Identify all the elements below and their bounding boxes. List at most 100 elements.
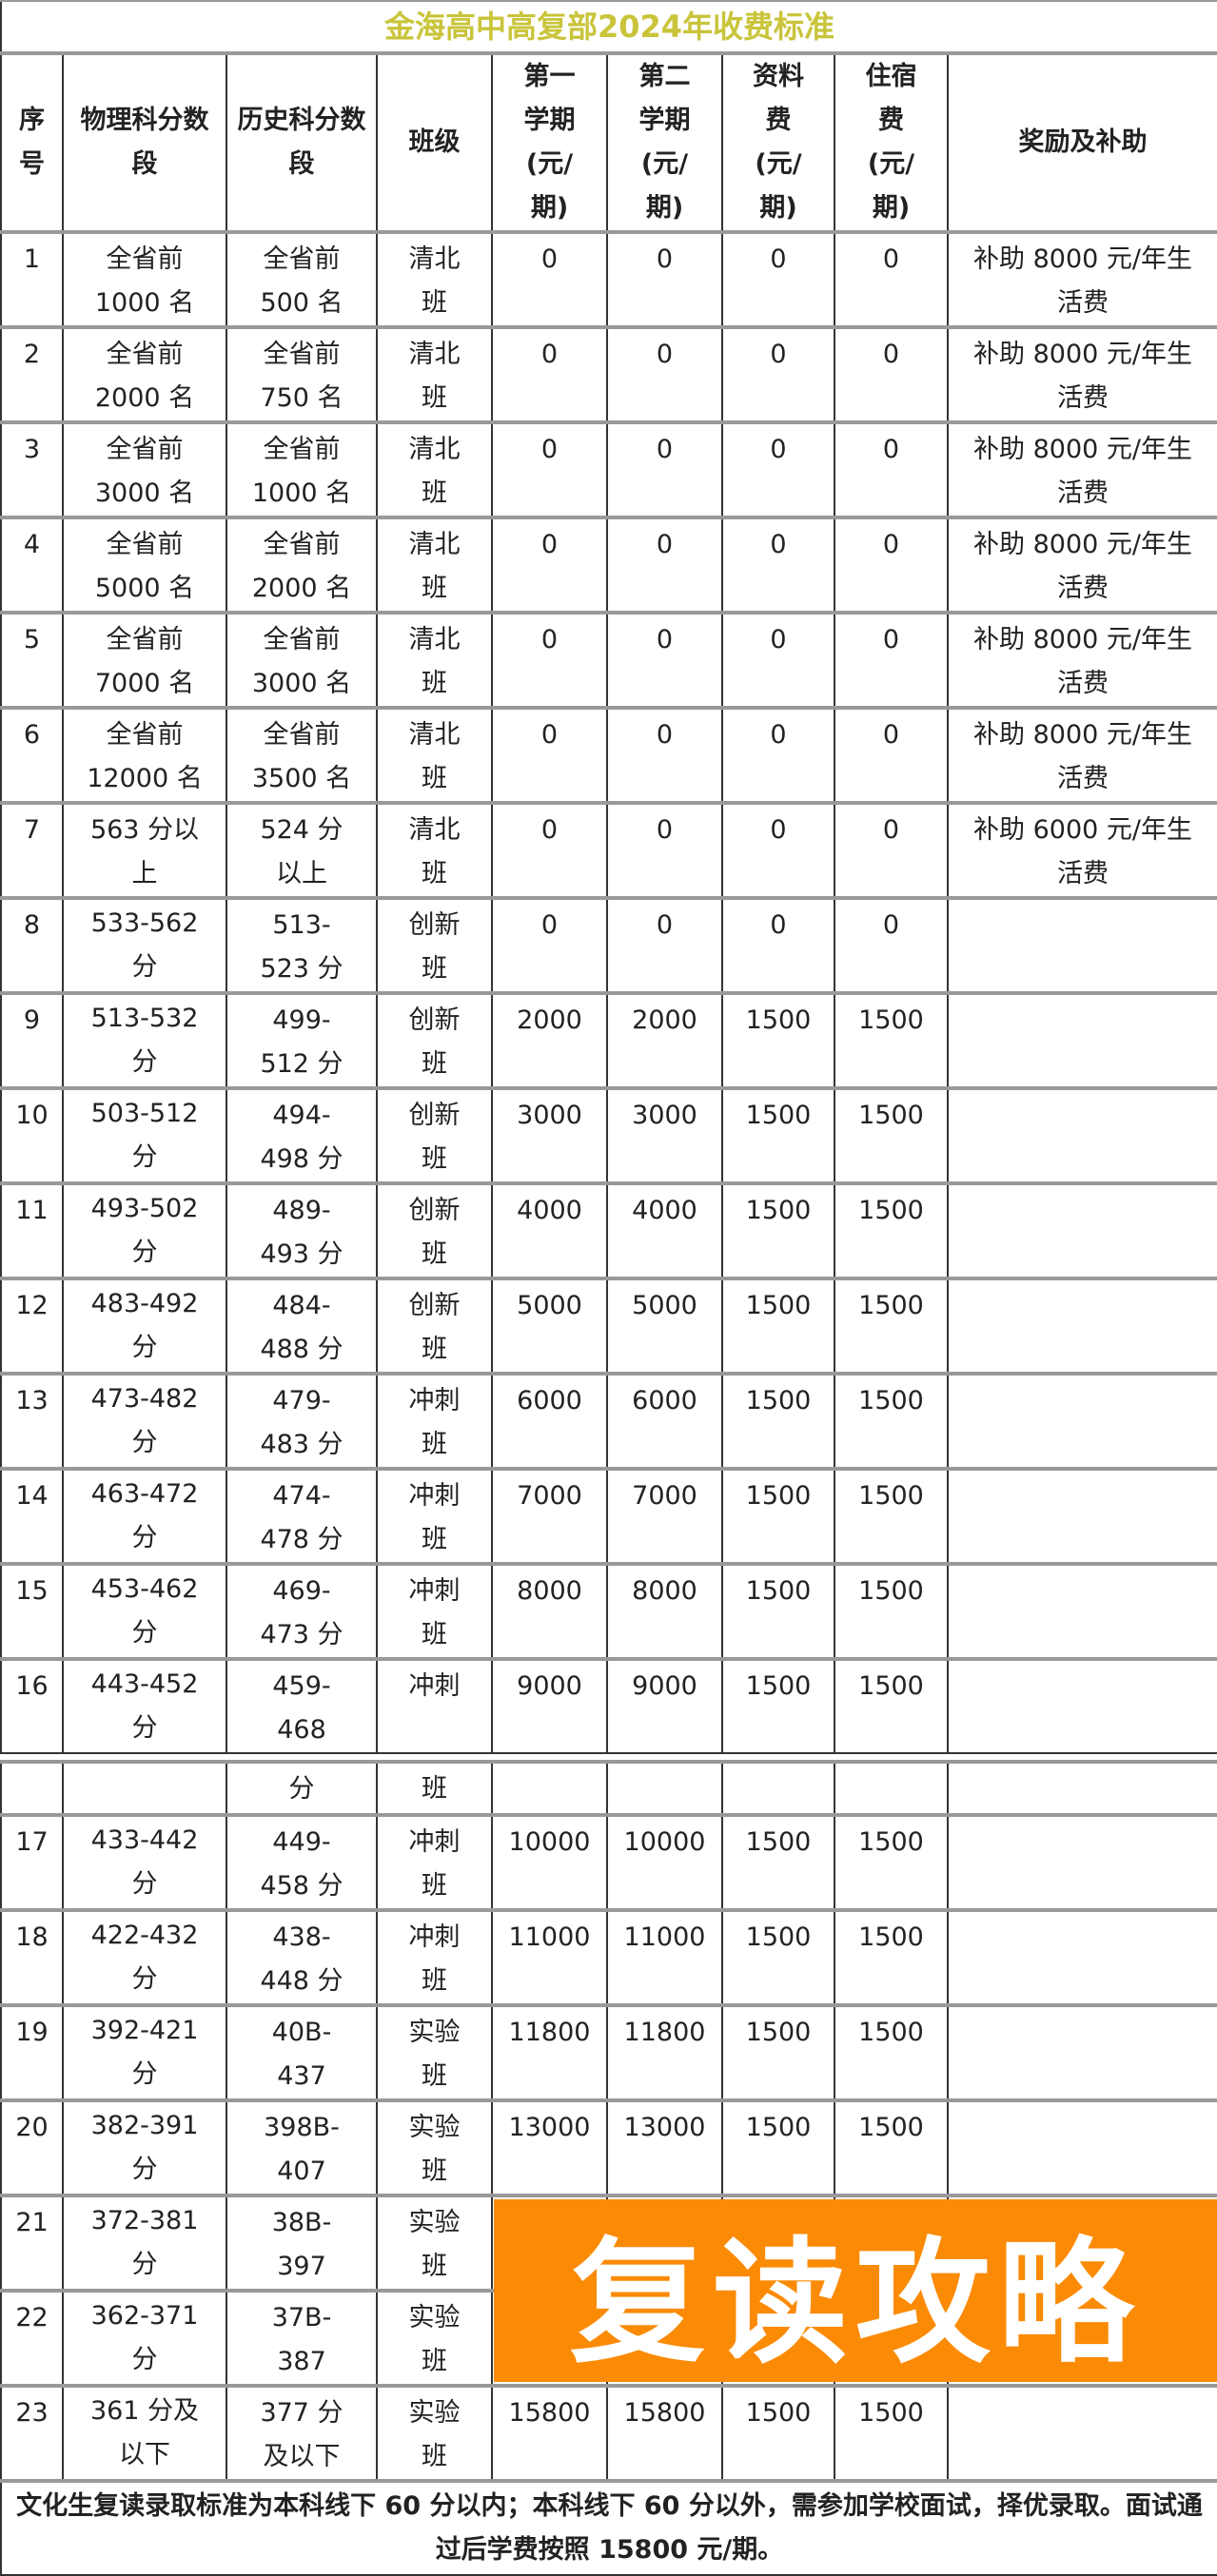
cell-material-fee: 0 xyxy=(721,420,835,518)
cell-material-fee: 0 xyxy=(721,896,835,994)
table-row: 6 全省前 12000 名全省前 3500 名清北班 0 0 0 0 补助 8000 元/年… xyxy=(0,706,1217,804)
cell-lodging-fee: 1500 xyxy=(834,1086,949,1184)
cell-seq xyxy=(0,1760,64,1816)
cell-class: 创新班 xyxy=(376,896,493,994)
cell-physics-score: 全省前 5000 名 xyxy=(62,516,227,614)
cell-seq: 9 xyxy=(0,991,64,1089)
cell-seq: 16 xyxy=(0,1657,64,1754)
cell-material-fee: 0 xyxy=(721,801,835,899)
cell-history-score: 524 分以上 xyxy=(226,801,378,899)
cell-physics-score: 全省前 2000 名 xyxy=(62,325,227,423)
cell-term1-fee: 6000 xyxy=(491,1372,608,1470)
table-row: 19 392-421分 40B-437 实验班 11800 11800 1500 1500 xyxy=(0,2003,1217,2101)
cell-lodging-fee: 1500 xyxy=(834,2003,949,2101)
cell-physics-score: 372-381分 xyxy=(62,2194,227,2292)
cell-term1-fee: 10000 xyxy=(491,1813,608,1911)
cell-award xyxy=(946,1657,1217,1754)
cell-physics-score: 全省前 1000 名 xyxy=(62,230,227,328)
cell-seq: 2 xyxy=(0,325,64,423)
cell-term2-fee: 0 xyxy=(606,325,723,423)
cell-material-fee: 1500 xyxy=(721,1277,835,1375)
table-row: 9 513-532分 499-512 分创新班 2000 2000 1500 1500 xyxy=(0,991,1217,1089)
cell-lodging-fee: 1500 xyxy=(834,1813,949,1911)
cell-lodging-fee: 0 xyxy=(834,801,949,899)
cell-lodging-fee: 1500 xyxy=(834,1657,949,1754)
cell-term1-fee: 2000 xyxy=(491,991,608,1089)
cell-award xyxy=(946,1086,1217,1184)
cell-seq: 4 xyxy=(0,516,64,614)
fee-table-part1: 金海高中高复部2024年收费标准 序号 物理科分数段 历史科分数段 班级 第一学期(元/… xyxy=(0,0,1217,1754)
cell-lodging-fee: 1500 xyxy=(834,1467,949,1565)
cell-class: 冲刺班 xyxy=(376,1467,493,1565)
cell-award xyxy=(946,1467,1217,1565)
cell-history-score: 全省前 500 名 xyxy=(226,230,378,328)
cell-term1-fee: 5000 xyxy=(491,1277,608,1375)
cell-seq: 13 xyxy=(0,1372,64,1470)
cell-material-fee: 1500 xyxy=(721,2098,835,2196)
cell-class: 清北班 xyxy=(376,611,493,709)
cell-seq: 8 xyxy=(0,896,64,994)
cell-history-score: 438-448 分 xyxy=(226,1908,378,2006)
cell-class: 实验班 xyxy=(376,2003,493,2101)
cell-class: 清北班 xyxy=(376,420,493,518)
cell-award xyxy=(947,2384,1217,2482)
cell-class: 清北班 xyxy=(376,706,493,804)
cell-term2-fee: 0 xyxy=(606,516,723,614)
cell-physics-score: 392-421分 xyxy=(62,2003,227,2101)
cell-lodging-fee: 0 xyxy=(834,230,949,328)
cell-award xyxy=(946,1562,1217,1660)
cell-lodging-fee: 1500 xyxy=(834,1372,949,1470)
cell-award: 补助 6000 元/年生活费 xyxy=(946,801,1217,899)
cell-seq: 10 xyxy=(0,1086,64,1184)
cell-material-fee: 1500 xyxy=(721,991,835,1089)
cell-term1-fee: 0 xyxy=(491,611,608,709)
cell-term2-fee: 0 xyxy=(606,230,723,328)
cell-class: 创新班 xyxy=(376,1277,493,1375)
cell-seq: 7 xyxy=(0,801,64,899)
cell-seq: 18 xyxy=(0,1908,64,2006)
cell-class: 清北班 xyxy=(376,230,493,328)
cell-history-score: 全省前 750 名 xyxy=(226,325,378,423)
cell-history-score: 449-458 分 xyxy=(226,1813,378,1911)
cell-award: 补助 8000 元/年生活费 xyxy=(946,706,1217,804)
cell-material-fee: 0 xyxy=(721,230,835,328)
cell-award xyxy=(946,896,1217,994)
cell-seq: 5 xyxy=(0,611,64,709)
table-row: 3 全省前 3000 名全省前 1000 名清北班 0 0 0 0 补助 8000 元/年生… xyxy=(0,420,1217,518)
table-row: 10 503-512分 494-498 分创新班 3000 3000 1500 1500 xyxy=(0,1086,1217,1184)
cell-physics-score: 443-452分 xyxy=(62,1657,227,1754)
cell-physics-score: 473-482分 xyxy=(62,1372,227,1470)
table-row: 18 422-432分 438-448 分冲刺班 11000 11000 1500 1500 xyxy=(0,1908,1217,2006)
cell-term1-fee: 11000 xyxy=(491,1908,608,2006)
cell-term2-fee: 9000 xyxy=(606,1657,723,1754)
cell-physics-score: 全省前 3000 名 xyxy=(62,420,227,518)
cell-history-score: 469-473 分 xyxy=(226,1562,378,1660)
cell-class: 创新班 xyxy=(376,1181,493,1279)
cell-class: 清北班 xyxy=(376,325,493,423)
table-row: 分班 xyxy=(0,1760,1217,1816)
cell-lodging-fee: 0 xyxy=(834,325,949,423)
cell-lodging-fee: 1500 xyxy=(834,1562,949,1660)
table-row: 15 453-462分 469-473 分冲刺班 8000 8000 1500 1500 xyxy=(0,1562,1217,1660)
cell-term2-fee: 0 xyxy=(606,611,723,709)
cell-term1-fee: 0 xyxy=(491,896,608,994)
cell-history-score: 全省前 2000 名 xyxy=(226,516,378,614)
cell-history-score: 479-483 分 xyxy=(226,1372,378,1470)
cell-term2-fee: 3000 xyxy=(606,1086,723,1184)
header-term1-fee: 第一学期(元/期) xyxy=(491,51,608,233)
cell-history-score: 37B-387 xyxy=(226,2289,378,2387)
cell-history-score: 459-468 xyxy=(226,1657,378,1754)
cell-history-score: 499-512 分 xyxy=(226,991,378,1089)
cell-class: 冲刺班 xyxy=(376,1562,493,1660)
header-physics-score: 物理科分数段 xyxy=(62,51,227,233)
cell-history-score: 513-523 分 xyxy=(226,896,378,994)
table-row: 12 483-492分 484-488 分创新班 5000 5000 1500 1500 xyxy=(0,1277,1217,1375)
cell-seq: 19 xyxy=(0,2003,64,2101)
fee-table-part2: 分班 17 433-442分 449-458 分冲刺班 10000 10000 1500 15… xyxy=(0,1760,1217,2576)
cell-award xyxy=(947,1813,1217,1911)
header-history-score: 历史科分数段 xyxy=(226,51,378,233)
cell-seq: 6 xyxy=(0,706,64,804)
table-row: 20 382-391分 398B-407 实验班 13000 13000 1500 1500 xyxy=(0,2098,1217,2196)
cell-term1-fee: 11800 xyxy=(491,2003,608,2101)
cell-term1-fee: 3000 xyxy=(491,1086,608,1184)
